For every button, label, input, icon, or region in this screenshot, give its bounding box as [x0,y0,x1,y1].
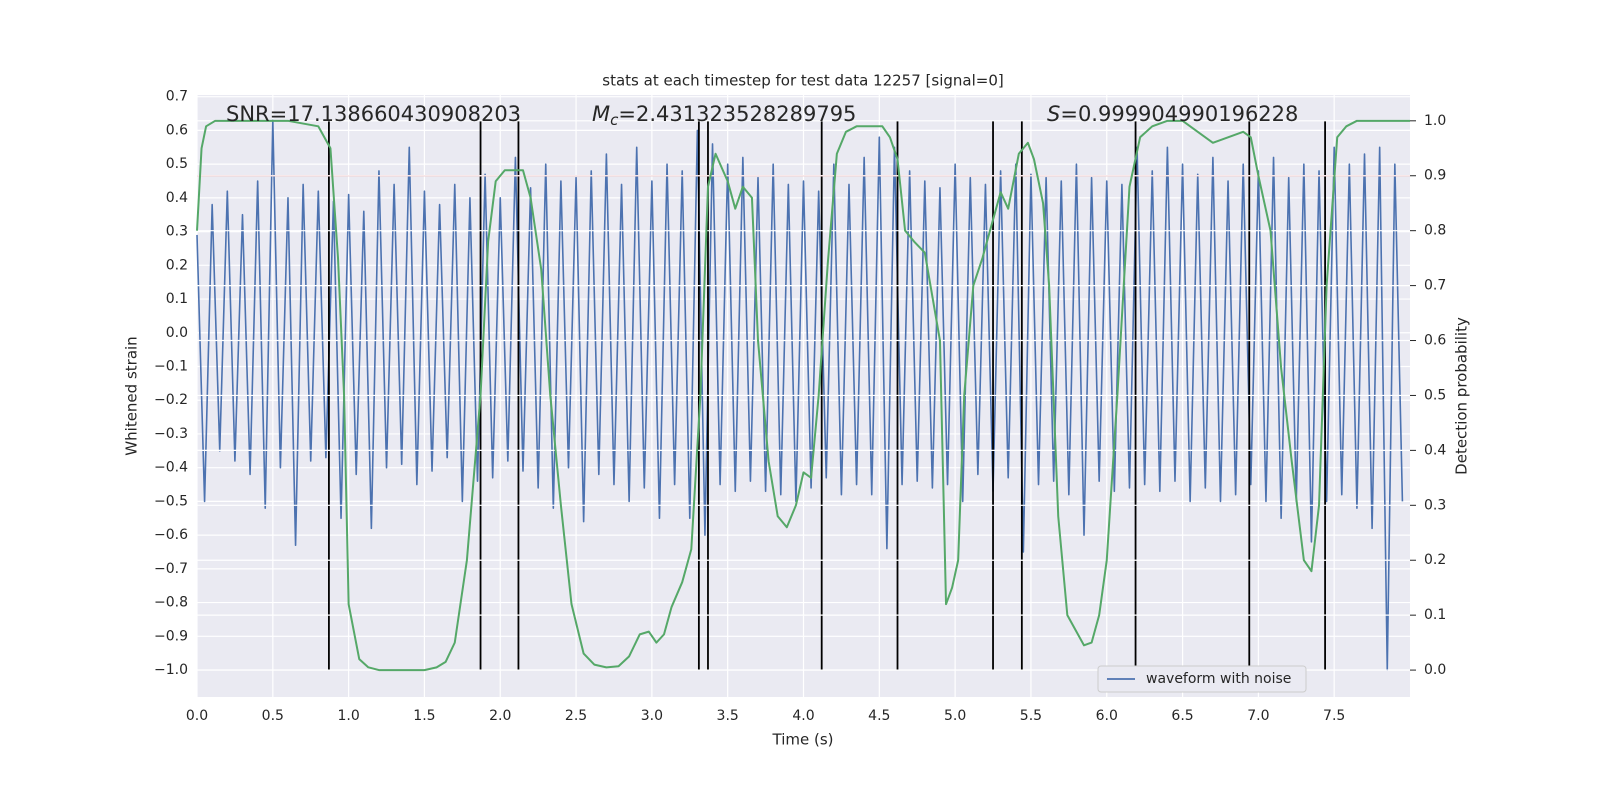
y-tick-label: −0.3 [154,426,188,442]
x-tick-label: 7.0 [1247,708,1269,724]
y2-tick-label: 0.1 [1424,607,1446,623]
y2-tick-label: 0.5 [1424,387,1446,403]
annotation-text: =2.431323528289795 [618,102,856,126]
y-tick-label: −0.2 [154,392,188,408]
y2-tick-label: 0.3 [1424,497,1446,513]
x-tick-label: 4.0 [792,708,814,724]
annotation-symbol: M [592,102,610,126]
y2-tick-label: 0.4 [1424,442,1446,458]
y-axis-label: Whitened strain [123,336,141,455]
y-tick-label: −0.5 [154,493,188,509]
annotation: Mc=2.431323528289795 [592,102,856,129]
annotation-subscript: c [610,111,619,129]
x-tick-label: 2.0 [489,708,511,724]
y-tick-label: −0.9 [154,628,188,644]
y2-tick-label: 0.0 [1424,662,1446,678]
y-tick-label: 0.4 [166,190,188,206]
x-tick-label: 1.5 [413,708,435,724]
probability-line [196,119,1410,672]
y-tick-label: −0.8 [154,595,188,611]
x-tick-label: 3.0 [641,708,663,724]
y2-tick-label: 0.7 [1424,278,1446,294]
y2-tick-label: 0.6 [1424,333,1446,349]
y-tick-label: 0.2 [166,257,188,273]
y-tick-label: −0.6 [154,527,188,543]
x-tick-label: 0.0 [186,708,208,724]
y-tick-label: 0.7 [166,89,188,105]
y-tick-label: −0.1 [154,358,188,374]
y2-axis-label: Detection probability [1453,317,1471,475]
y-tick-label: 0.6 [166,122,188,138]
chart-title: stats at each timestep for test data 122… [602,72,1003,90]
legend-label: waveform with noise [1146,671,1291,687]
x-tick-label: 6.5 [1171,708,1193,724]
y-tick-label: 0.0 [166,325,188,341]
annotation-text: =0.999904990196228 [1060,102,1298,126]
x-axis-label: Time (s) [772,731,834,749]
y-tick-label: −1.0 [154,662,188,678]
x-tick-label: 1.0 [337,708,359,724]
annotation: S=0.999904990196228 [1047,102,1298,126]
x-tick-label: 7.5 [1323,708,1345,724]
x-tick-label: 5.0 [944,708,966,724]
y-tick-label: −0.7 [154,561,188,577]
y2-tick-label: 0.9 [1424,168,1446,184]
legend-box [1097,665,1307,693]
y2-tick-label: 0.2 [1424,552,1446,568]
y-tick-label: 0.3 [166,224,188,240]
x-tick-label: 0.5 [262,708,284,724]
x-tick-label: 4.5 [868,708,890,724]
y-tick-label: 0.1 [166,291,188,307]
y2-tick-label: 1.0 [1424,113,1446,129]
annotation: SNR=17.138660430908203 [226,102,521,126]
x-tick-label: 3.5 [717,708,739,724]
y-tick-label: 0.5 [166,156,188,172]
x-tick-label: 6.0 [1096,708,1118,724]
annotation-text: SNR=17.138660430908203 [226,102,521,126]
y-tick-label: −0.4 [154,460,188,476]
y2-tick-label: 0.8 [1424,223,1446,239]
annotation-symbol: S [1047,102,1060,126]
x-tick-label: 5.5 [1020,708,1042,724]
x-tick-label: 2.5 [565,708,587,724]
waveform-line [196,119,1404,671]
